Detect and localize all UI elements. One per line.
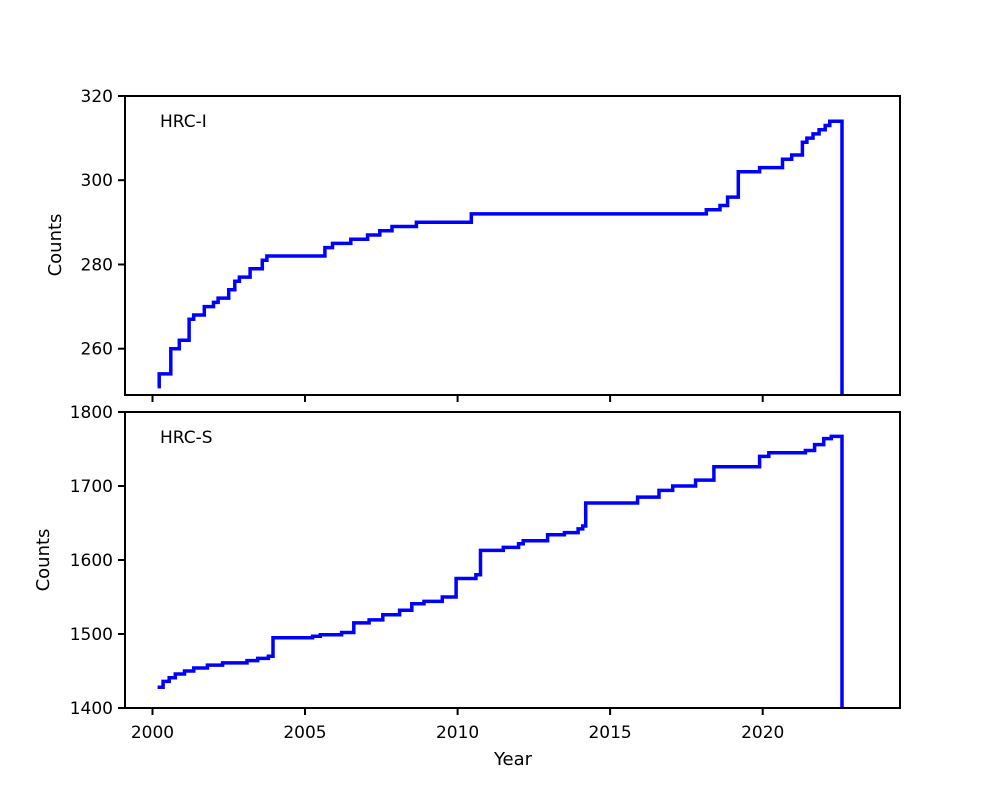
x-axis-title: Year <box>493 749 533 770</box>
axes-spines <box>124 411 901 709</box>
y-axis-title-top: Counts <box>45 213 66 277</box>
y-tick-label: 300 <box>81 171 113 191</box>
y-axis-title-bottom: Counts <box>33 528 54 592</box>
data-series-HRC-I cumulative counts <box>157 119 844 395</box>
y-tick-label: 260 <box>81 340 113 360</box>
x-tick-label: 2020 <box>741 723 784 743</box>
panel-HRC-S: 2000 2005 2010 2015 2020 1400 1500 1600 1700 1800 <box>70 403 901 743</box>
y-tick-label: 1700 <box>70 477 113 497</box>
x-tick-label: 2005 <box>283 723 326 743</box>
y-tick-label: 1500 <box>70 625 113 645</box>
y-tick-label: 280 <box>81 256 113 276</box>
y-tick-label: 1600 <box>70 551 113 571</box>
x-tick-label: 2010 <box>436 723 479 743</box>
y-tick-label: 1400 <box>70 699 113 719</box>
axes-spines <box>124 95 901 396</box>
data-series-HRC-S cumulative counts <box>157 434 844 708</box>
y-tick-label: 1800 <box>70 403 113 423</box>
x-tick-label: 2000 <box>131 723 174 743</box>
panel-label-hrc-s: HRC-S <box>160 428 213 448</box>
panel-HRC-I: 260 280 300 320 <box>81 87 901 402</box>
x-tick-label: 2015 <box>588 723 631 743</box>
panel-label-hrc-i: HRC-I <box>160 112 207 132</box>
y-tick-label: 320 <box>81 87 113 107</box>
